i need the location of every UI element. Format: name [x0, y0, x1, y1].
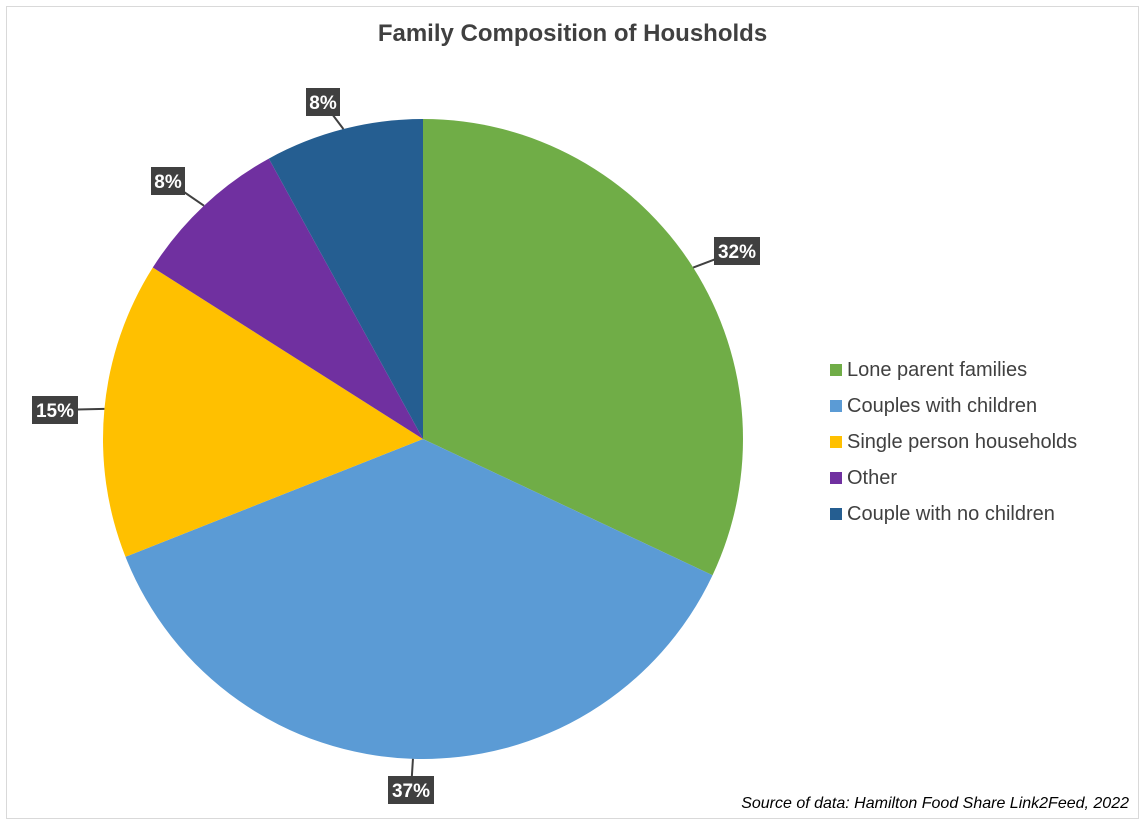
legend-item-couple-with-no-children: Couple with no children — [830, 496, 1077, 532]
data-label-couples-with-children: 37% — [392, 781, 430, 802]
legend-swatch-couple-with-no-children — [830, 508, 842, 520]
data-label-box-couple-with-no-children — [306, 88, 340, 116]
legend-item-couples-with-children: Couples with children — [830, 388, 1077, 424]
pie-slices — [102, 119, 744, 760]
source-note: Source of data: Hamilton Food Share Link… — [741, 795, 1129, 812]
legend-item-single-person-households: Single person households — [830, 424, 1077, 460]
data-label-box-couples-with-children — [388, 776, 434, 804]
legend-label-single-person-households: Single person households — [847, 431, 1078, 453]
data-label-box-single-person-households — [32, 396, 78, 424]
legend-item-lone-parent-families: Lone parent families — [830, 352, 1077, 388]
legend-item-other: Other — [830, 460, 1077, 496]
pie-slice-couple-with-no-children — [268, 119, 423, 439]
legend-swatch-single-person-households — [830, 436, 842, 448]
legend: Lone parent families Couples with childre… — [830, 352, 1077, 532]
data-label-single-person-households: 15% — [36, 401, 74, 422]
chart-title: Family Composition of Housholds — [377, 20, 768, 47]
data-label-lone-parent-families: 32% — [718, 242, 756, 263]
pie-slice-lone-parent-families — [423, 119, 744, 576]
data-labels: 32% 37% 15% 8% 8% — [32, 88, 760, 804]
data-label-couple-with-no-children: 8% — [309, 93, 337, 114]
legend-swatch-couples-with-children — [830, 400, 842, 412]
legend-swatch-lone-parent-families — [830, 364, 842, 376]
legend-label-couple-with-no-children: Couple with no children — [847, 503, 1055, 525]
data-label-box-lone-parent-families — [714, 237, 760, 265]
legend-label-other: Other — [847, 467, 898, 489]
data-label-box-other — [151, 167, 185, 195]
legend-label-lone-parent-families: Lone parent families — [847, 359, 1028, 381]
pie-slice-other — [152, 158, 423, 440]
data-label-other: 8% — [154, 172, 182, 193]
pie-slice-single-person-households — [102, 267, 423, 557]
pie-slice-couples-with-children — [125, 439, 713, 760]
legend-label-couples-with-children: Couples with children — [847, 395, 1038, 417]
legend-swatch-other — [830, 472, 842, 484]
